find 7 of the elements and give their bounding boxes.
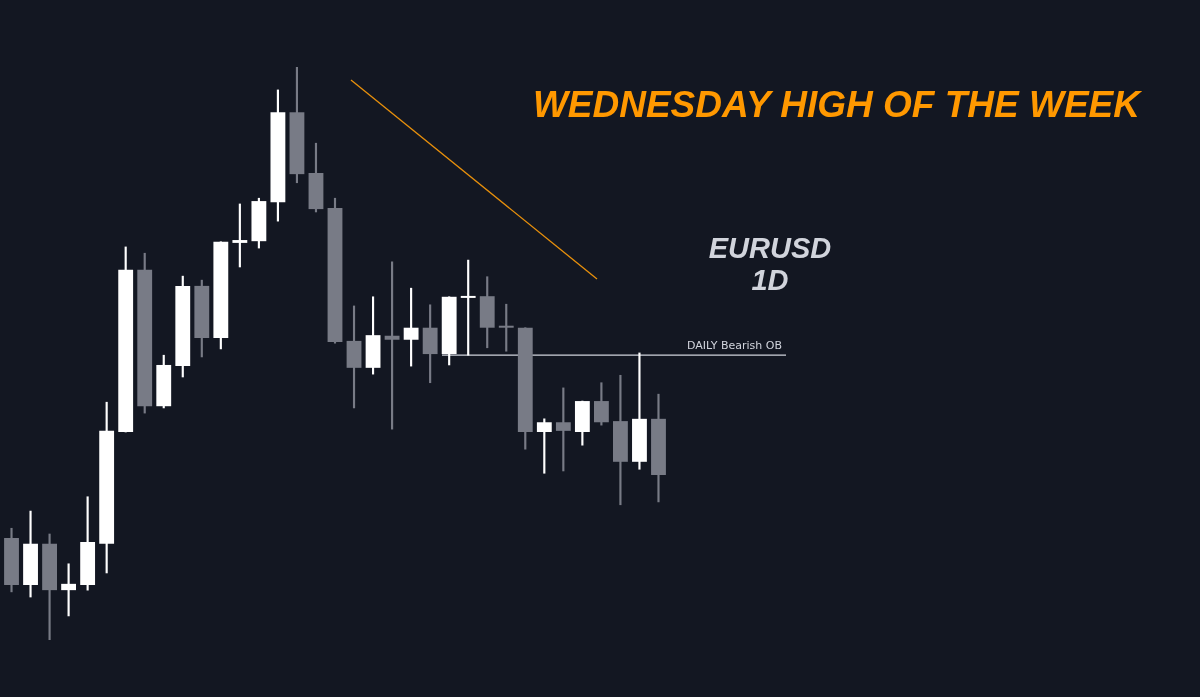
- text: EURUSD: [707, 232, 833, 264]
- candlestick: [460, 259, 476, 356]
- text: WEDNESDAY HIGH OF THE WEEK: [531, 84, 1140, 126]
- candlestick: [613, 374, 628, 506]
- text: 1D: [750, 264, 790, 296]
- ref-line-label: DAILY Bearish OB: [687, 338, 782, 352]
- candlestick: [384, 261, 400, 430]
